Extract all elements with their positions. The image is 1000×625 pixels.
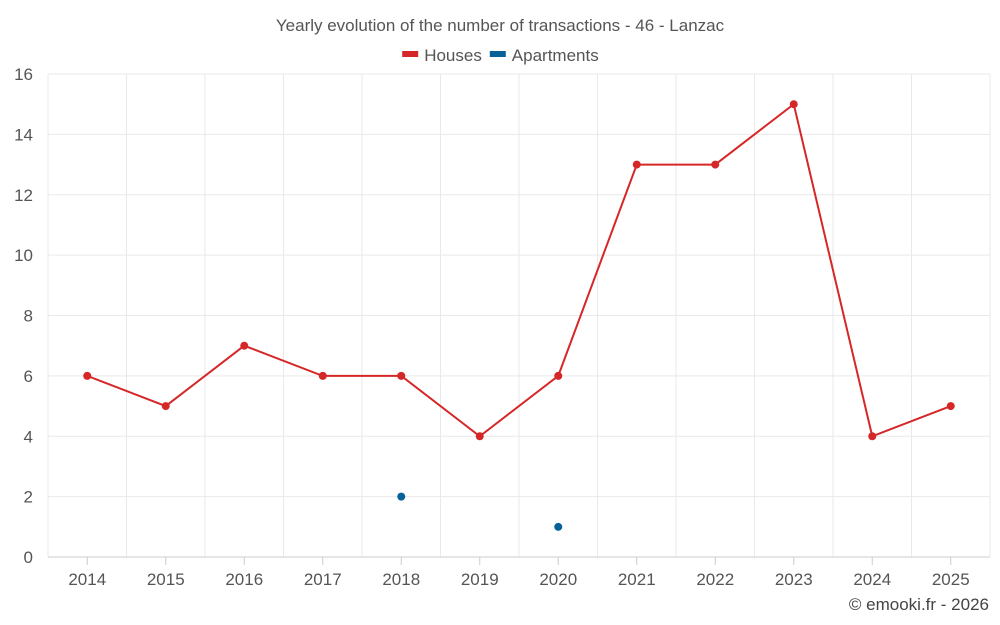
data-point-houses[interactable] bbox=[946, 402, 955, 411]
data-point-houses[interactable] bbox=[475, 432, 484, 441]
x-tick-label: 2021 bbox=[618, 570, 656, 589]
data-point-houses[interactable] bbox=[318, 371, 327, 380]
series-apartments bbox=[397, 492, 563, 531]
y-tick-label: 8 bbox=[24, 307, 33, 326]
data-point-houses[interactable] bbox=[240, 341, 249, 350]
y-tick-label: 2 bbox=[24, 488, 33, 507]
x-axis: 2014 2015 2016 2017 2018 2019 2020 2021 2022 2023… bbox=[68, 557, 970, 589]
y-tick-label: 12 bbox=[14, 186, 33, 205]
y-tick-label: 6 bbox=[24, 367, 33, 386]
x-tick-label: 2018 bbox=[382, 570, 420, 589]
y-tick-label: 16 bbox=[14, 65, 33, 84]
x-tick-label: 2025 bbox=[932, 570, 970, 589]
series-houses bbox=[83, 100, 955, 441]
y-tick-label: 10 bbox=[14, 246, 33, 265]
data-point-houses[interactable] bbox=[397, 371, 406, 380]
x-tick-label: 2022 bbox=[696, 570, 734, 589]
data-point-houses[interactable] bbox=[711, 160, 720, 169]
data-point-houses[interactable] bbox=[868, 432, 877, 441]
x-tick-label: 2019 bbox=[461, 570, 499, 589]
legend-label: Houses bbox=[424, 46, 482, 65]
x-tick-label: 2017 bbox=[304, 570, 342, 589]
legend-item-apartments[interactable]: Apartments bbox=[489, 46, 599, 65]
x-tick-label: 2014 bbox=[68, 570, 106, 589]
data-point-houses[interactable] bbox=[554, 371, 563, 380]
credit-text: © emooki.fr - 2026 bbox=[849, 595, 989, 614]
data-point-houses[interactable] bbox=[161, 402, 170, 411]
data-point-houses[interactable] bbox=[83, 371, 92, 380]
chart-title: Yearly evolution of the number of transa… bbox=[276, 16, 725, 35]
y-axis: 0 2 4 6 8 10 12 14 16 bbox=[14, 65, 33, 567]
data-point-houses[interactable] bbox=[789, 100, 798, 109]
data-point-apartments[interactable] bbox=[397, 492, 406, 501]
x-tick-label: 2016 bbox=[225, 570, 263, 589]
y-tick-label: 0 bbox=[24, 548, 33, 567]
x-tick-label: 2020 bbox=[539, 570, 577, 589]
legend-swatch bbox=[402, 51, 419, 57]
x-tick-label: 2024 bbox=[853, 570, 891, 589]
legend-swatch bbox=[489, 51, 506, 57]
data-point-apartments[interactable] bbox=[554, 522, 563, 531]
y-tick-label: 4 bbox=[24, 427, 33, 446]
x-tick-label: 2015 bbox=[147, 570, 185, 589]
y-tick-label: 14 bbox=[14, 125, 33, 144]
legend-item-houses[interactable]: Houses bbox=[402, 46, 482, 65]
legend-label: Apartments bbox=[512, 46, 599, 65]
series-group bbox=[83, 100, 955, 531]
series-line-houses bbox=[86, 102, 952, 438]
x-tick-label: 2023 bbox=[775, 570, 813, 589]
legend: Houses Apartments bbox=[402, 46, 599, 65]
data-point-houses[interactable] bbox=[632, 160, 641, 169]
grid bbox=[47, 73, 991, 558]
